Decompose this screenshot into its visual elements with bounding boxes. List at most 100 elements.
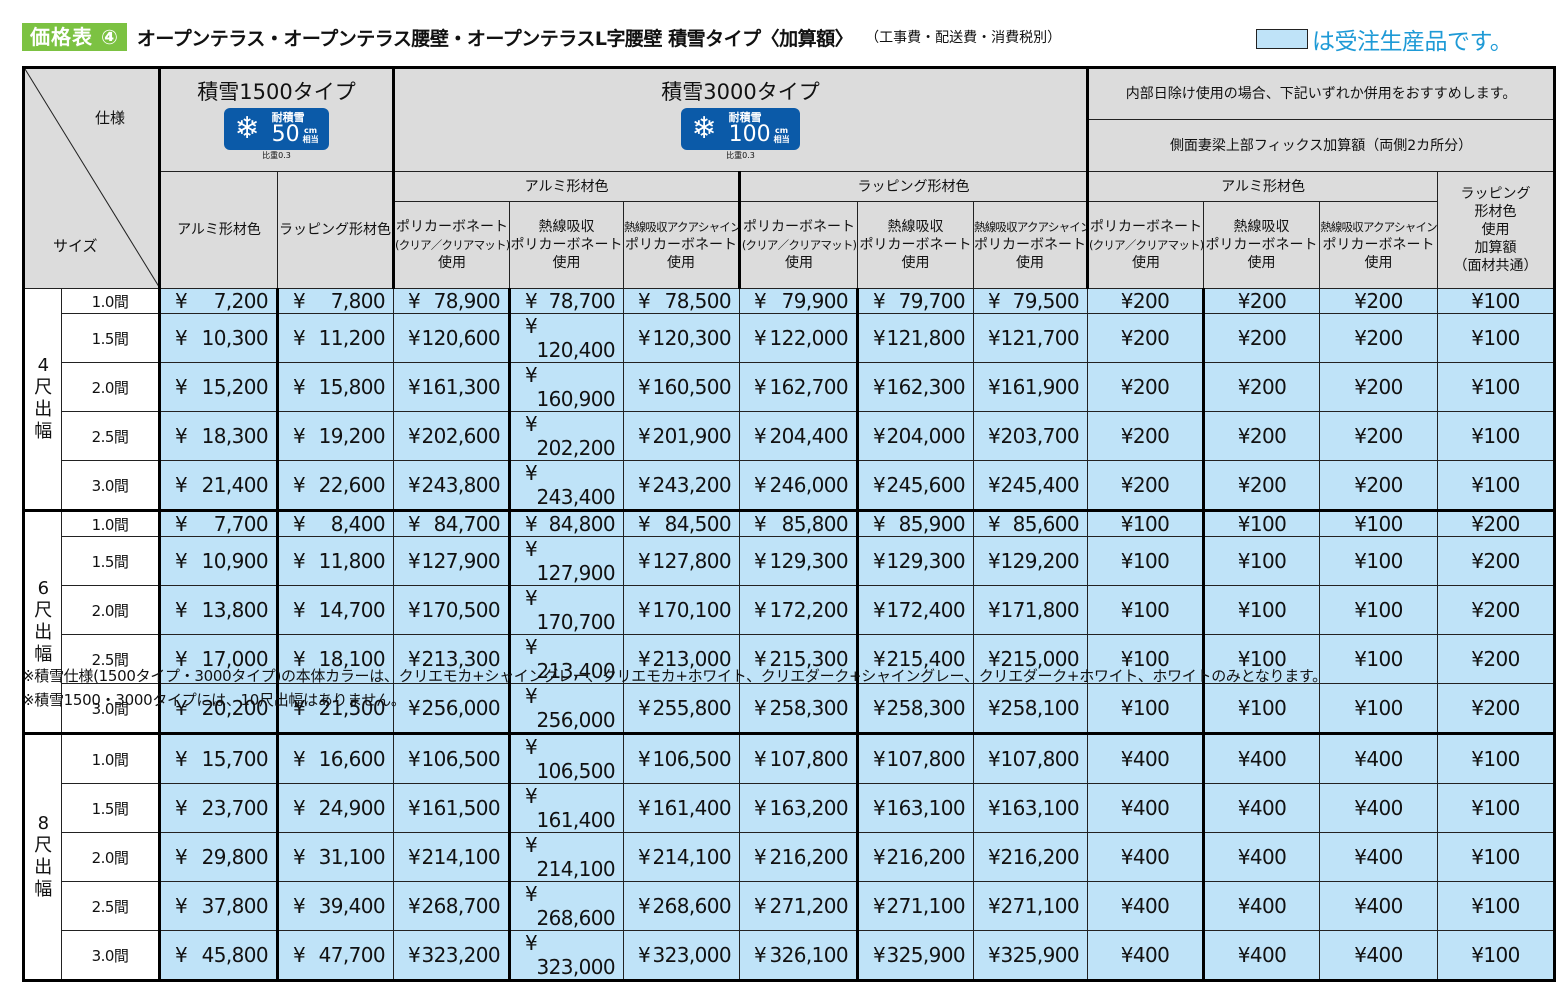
price-cell: ¥200: [1202, 362, 1321, 412]
col-panel-polycarbonate: ポリカーボネート (クリア／クリアマット) 使用: [738, 201, 859, 289]
col-panel-aqua-shine: 熱線吸収アクアシャイン ポリカーボネート 使用: [1319, 201, 1439, 289]
price-cell: ¥400: [1087, 930, 1205, 981]
table-row: 6 尺出幅 1.0間 ¥7,700 ¥8,400 ¥84,700 ¥84,800 ¥84,50…: [23, 509, 1556, 734]
col-panel-aqua-shine: 熱線吸収アクアシャイン ポリカーボネート 使用: [973, 201, 1089, 289]
size-cell: 2.5間: [61, 881, 160, 931]
table-row: 3.0間 ¥21,400 ¥22,600 ¥243,800 ¥243,400 ¥243,2…: [24, 460, 1556, 511]
table-row: 3.0間 ¥20,200 ¥21,500 ¥256,000 ¥256,000 ¥255,8…: [24, 683, 1556, 734]
price-cell: ¥258,300: [856, 683, 975, 734]
price-cell: ¥129,300: [739, 536, 859, 586]
price-cell: ¥400: [1202, 881, 1321, 931]
price-cell: ¥84,700: [393, 509, 511, 537]
price-cell: ¥31,100: [275, 832, 395, 882]
price-cell: ¥213,300: [393, 634, 511, 684]
col-panel-aqua-shine: 熱線吸収アクアシャイン ポリカーボネート 使用: [623, 201, 741, 289]
table-row: 1.5間 ¥10,900 ¥11,800 ¥127,900 ¥127,900 ¥127,8…: [24, 536, 1556, 586]
price-cell: ¥200: [1437, 536, 1556, 586]
table-row: 3.0間 ¥45,800 ¥47,700 ¥323,200 ¥323,000 ¥323,0…: [24, 930, 1556, 981]
price-cell: ¥400: [1319, 732, 1439, 784]
price-cell: ¥7,200: [158, 288, 278, 314]
table-row: 2.5間 ¥18,300 ¥19,200 ¥202,600 ¥202,200 ¥201,9…: [24, 411, 1556, 461]
price-cell: ¥400: [1319, 930, 1439, 981]
price-cell: ¥79,900: [739, 288, 859, 314]
price-cell: ¥204,400: [739, 411, 859, 461]
price-cell: ¥271,200: [739, 881, 859, 931]
price-cell: ¥400: [1087, 832, 1205, 882]
price-cell: ¥162,700: [739, 362, 859, 412]
col-fix-wrap: ラッピング 形材色 使用 加算額 （面材共通）: [1437, 171, 1556, 289]
price-cell: ¥268,600: [508, 881, 625, 931]
price-cell: ¥29,800: [158, 832, 278, 882]
price-cell: ¥215,400: [856, 634, 975, 684]
price-cell: ¥200: [1437, 634, 1556, 684]
price-cell: ¥200: [1202, 411, 1321, 461]
price-cell: ¥13,800: [158, 585, 278, 635]
price-cell: ¥202,200: [508, 411, 625, 461]
corner-header: 仕様 サイズ: [23, 67, 160, 289]
price-cell: ¥100: [1437, 930, 1556, 981]
type1500-header: 積雪1500タイプ ❄ 耐積雪 50 cm 相当 比重0.3: [157, 67, 395, 172]
group-fix-alumi: アルミ形材色: [1086, 171, 1439, 202]
table-row: 8 尺出幅 1.0間 ¥15,700 ¥16,600 ¥106,500 ¥106,500 ¥1…: [23, 732, 1556, 981]
ratio-label: 比重0.3: [262, 150, 291, 160]
price-cell: ¥106,500: [393, 732, 511, 784]
price-cell: ¥100: [1087, 683, 1205, 734]
price-cell: ¥200: [1202, 460, 1321, 511]
price-cell: ¥268,600: [623, 881, 741, 931]
price-cell: ¥10,900: [158, 536, 278, 586]
price-cell: ¥171,800: [973, 585, 1089, 635]
price-cell: ¥172,200: [739, 585, 859, 635]
price-cell: ¥107,800: [973, 732, 1089, 784]
price-cell: ¥10,300: [158, 313, 278, 363]
footnote: ※積雪仕様(1500タイプ・3000タイプ)の本体カラーは、クリエモカ+シャイン…: [22, 667, 1327, 685]
price-cell: ¥120,600: [393, 313, 511, 363]
price-cell: ¥271,100: [856, 881, 975, 931]
spec-label: 仕様: [95, 109, 126, 127]
col-panel-heat-absorb: 熱線吸収 ポリカーボネート 使用: [1203, 201, 1321, 289]
snowflake-icon: ❄: [691, 110, 717, 146]
footnotes: ※積雪仕様(1500タイプ・3000タイプ)の本体カラーは、クリエモカ+シャイン…: [22, 664, 1327, 712]
price-cell: ¥100: [1319, 509, 1439, 537]
size-cell: 3.0間: [61, 683, 160, 734]
price-cell: ¥84,800: [508, 509, 625, 537]
price-cell: ¥79,700: [856, 288, 975, 314]
price-cell: ¥200: [1437, 585, 1556, 635]
col-panel-polycarbonate: ポリカーボネート (クリア／クリアマット) 使用: [392, 201, 511, 289]
group-3000-wrap: ラッピング形材色: [738, 171, 1089, 202]
diagonal-line: [25, 69, 159, 287]
price-cell: ¥39,400: [275, 881, 395, 931]
price-cell: ¥243,200: [623, 460, 741, 511]
price-cell: ¥15,700: [158, 732, 278, 784]
price-cell: ¥200: [1319, 313, 1439, 363]
price-table: 仕様 サイズ 積雪1500タイプ ❄ 耐積雪 50 cm 相当 比重0.3 積雪: [22, 66, 1557, 982]
price-cell: ¥160,900: [508, 362, 625, 412]
price-cell: ¥161,500: [393, 783, 511, 833]
price-cell: ¥201,900: [623, 411, 741, 461]
price-cell: ¥200: [1202, 288, 1321, 314]
price-cell: ¥202,600: [393, 411, 511, 461]
price-cell: ¥106,500: [508, 732, 625, 784]
price-cell: ¥127,800: [623, 536, 741, 586]
price-cell: ¥19,200: [275, 411, 395, 461]
price-cell: ¥200: [1319, 411, 1439, 461]
price-table-body: 4 尺出幅 1.0間 ¥7,200 ¥7,800 ¥78,900 ¥78,700 ¥78,50…: [23, 288, 1556, 981]
size-cell: 2.0間: [61, 362, 160, 412]
snowflake-icon: ❄: [234, 110, 260, 146]
price-cell: ¥216,200: [973, 832, 1089, 882]
price-cell: ¥216,200: [739, 832, 859, 882]
price-cell: ¥256,000: [508, 683, 625, 734]
price-cell: ¥215,000: [973, 634, 1089, 684]
price-cell: ¥120,400: [508, 313, 625, 363]
price-cell: ¥163,100: [856, 783, 975, 833]
price-cell: ¥200: [1319, 460, 1439, 511]
price-cell: ¥400: [1087, 783, 1205, 833]
price-cell: ¥214,100: [393, 832, 511, 882]
type3000-header: 積雪3000タイプ ❄ 耐積雪 100 cm 相当 比重0.3: [392, 67, 1089, 172]
price-cell: ¥400: [1319, 881, 1439, 931]
snow-load-badge-50: ❄ 耐積雪 50 cm 相当: [224, 107, 329, 150]
price-cell: ¥18,300: [158, 411, 278, 461]
price-cell: ¥100: [1087, 536, 1205, 586]
price-cell: ¥100: [1437, 411, 1556, 461]
price-cell: ¥200: [1319, 288, 1439, 314]
